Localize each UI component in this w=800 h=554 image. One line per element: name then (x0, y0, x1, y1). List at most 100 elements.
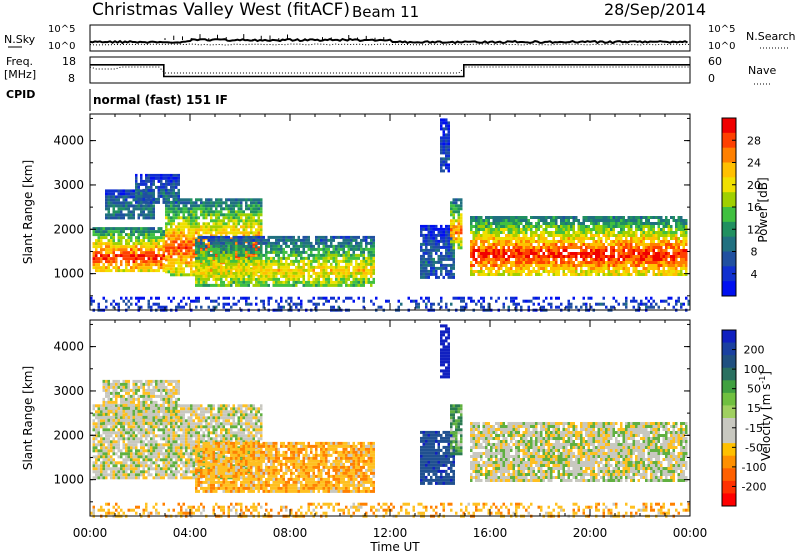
power-cell (525, 258, 528, 261)
power-cell (477, 216, 480, 219)
power-cell (517, 243, 520, 246)
velocity-cell (95, 455, 98, 459)
power-cell (242, 268, 245, 272)
power-cell (362, 235, 365, 239)
power-cell (590, 305, 593, 309)
power-cell (142, 192, 145, 196)
power-cell (195, 237, 198, 241)
power-cell (642, 252, 645, 255)
power-cell (585, 261, 588, 264)
power-cell (275, 244, 278, 248)
power-cell (562, 264, 565, 267)
power-cell (147, 242, 150, 246)
power-cell (660, 261, 663, 264)
power-cell (425, 236, 428, 240)
power-cell (575, 305, 578, 309)
power-cell (555, 216, 558, 219)
power-cell (645, 234, 648, 237)
power-cell (500, 264, 503, 267)
power-cell (645, 302, 648, 306)
power-cell (317, 241, 320, 245)
power-cell (637, 305, 640, 309)
power-cell (147, 260, 150, 264)
power-cell (260, 256, 263, 260)
power-cell (502, 222, 505, 225)
power-cell (612, 305, 615, 309)
power-cell (510, 222, 513, 225)
power-cell (615, 243, 618, 246)
power-cell (187, 213, 190, 217)
power-cell (235, 204, 238, 208)
power-cell (662, 243, 665, 246)
power-cell (447, 227, 450, 231)
power-cell (597, 258, 600, 261)
power-cell (245, 277, 248, 281)
power-cell (650, 216, 653, 219)
power-cell (677, 222, 680, 225)
power-cell (105, 266, 108, 270)
power-cell (225, 231, 228, 235)
power-cell (227, 207, 230, 211)
power-cell (587, 264, 590, 267)
power-cell (445, 145, 448, 149)
power-cell (425, 296, 428, 300)
power-cell (422, 257, 425, 261)
power-cell (675, 302, 678, 306)
power-cell (240, 253, 243, 257)
power-cell (615, 264, 618, 267)
power-cell (252, 277, 255, 281)
power-cell (662, 258, 665, 261)
power-cell (322, 253, 325, 257)
power-cell (257, 213, 260, 217)
power-cell (450, 266, 453, 270)
power-cell (297, 302, 300, 306)
power-cell (617, 222, 620, 225)
power-cell (220, 274, 223, 278)
power-cell (210, 216, 213, 220)
power-cell (515, 252, 518, 255)
power-cell (245, 302, 248, 306)
power-cell (437, 233, 440, 237)
power-cell (562, 222, 565, 225)
power-cell (532, 249, 535, 252)
power-cell (237, 258, 240, 262)
power-cell (330, 238, 333, 242)
power-cell (290, 241, 293, 245)
search-noise-label: N.Search (746, 30, 796, 43)
power-cell (207, 305, 210, 309)
power-cell (437, 239, 440, 243)
power-cell (602, 234, 605, 237)
power-cell (367, 277, 370, 281)
power-cell (107, 257, 110, 261)
power-cell (160, 191, 163, 195)
power-cell (672, 273, 675, 276)
power-cell (165, 191, 168, 195)
search-tick-low: 10^0 (708, 41, 735, 52)
power-cell (360, 274, 363, 278)
power-cell (597, 267, 600, 270)
power-cell (440, 224, 443, 228)
power-cell (632, 261, 635, 264)
power-cell (637, 228, 640, 231)
power-cell (537, 255, 540, 258)
power-cell (122, 213, 125, 217)
power-cell (445, 305, 448, 309)
power-cell (660, 234, 663, 237)
power-cell (212, 241, 215, 245)
power-cell (132, 266, 135, 270)
power-cell (582, 261, 585, 264)
power-cell (172, 222, 175, 226)
power-cell (572, 267, 575, 270)
power-cell (645, 270, 648, 273)
power-cell (510, 228, 513, 231)
power-cell (540, 246, 543, 249)
power-cell (272, 271, 275, 275)
power-cell (642, 243, 645, 246)
power-cell (632, 296, 635, 300)
power-cell (130, 201, 133, 205)
power-cell (237, 216, 240, 220)
power-cell (672, 246, 675, 249)
power-cell (682, 261, 685, 264)
power-cell (347, 238, 350, 242)
power-cell (432, 224, 435, 228)
